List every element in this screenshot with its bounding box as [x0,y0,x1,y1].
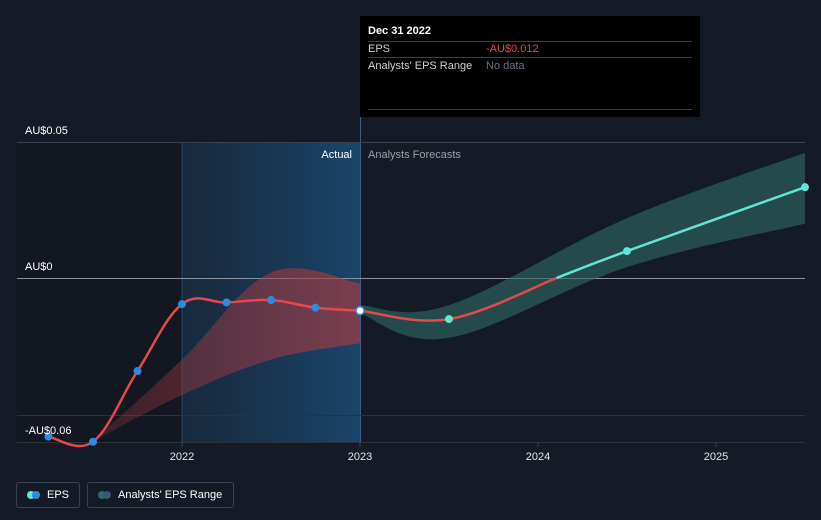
eps-point-forecast [801,183,809,192]
eps-point-current [355,305,365,316]
eps-point-actual [222,298,231,307]
legend-eps-label: EPS [46,489,69,501]
eps-point-actual [89,437,97,446]
eps-point-actual [44,432,53,441]
eps-point-forecast [623,247,631,256]
tooltip: Dec 31 2022 EPS -AU$0.012 Analysts' EPS … [360,16,700,117]
y-label-zero: AU$0 [25,261,53,273]
y-label-bottom: -AU$0.06 [25,425,71,437]
tooltip-eps-value: -AU$0.012 [486,43,539,55]
eps-line-forecast-positive [556,186,806,280]
actual-marker-label: Actual [321,149,352,161]
eps-point-actual [311,303,320,312]
tooltip-date: Dec 31 2022 [368,25,431,37]
legend-eps-swatch [27,491,41,499]
eps-point-actual [178,300,186,309]
tooltip-range-value: No data [486,60,525,72]
y-label-top: AU$0.05 [25,125,68,137]
tooltip-divider [368,109,692,110]
range-band-forecast [360,152,805,340]
x-tick-label: 2025 [704,451,728,463]
range-band-past [93,268,360,442]
legend-eps-range[interactable]: Analysts' EPS Range [87,482,234,508]
eps-point-actual [267,296,275,305]
x-tick-label: 2023 [348,451,372,463]
legend-range-swatch [98,491,112,499]
tooltip-range-label: Analysts' EPS Range [368,60,473,72]
legend-eps[interactable]: EPS [16,482,80,508]
tooltip-eps-label: EPS [368,43,391,55]
eps-point-actual [133,367,142,376]
x-ticks: 2022 2023 2024 2025 [170,442,728,463]
legend-range-label: Analysts' EPS Range [118,489,223,501]
eps-points [44,183,809,446]
tooltip-divider [368,41,692,42]
tooltip-divider [368,57,692,58]
x-tick-label: 2024 [526,451,550,463]
x-tick-label: 2022 [170,451,194,463]
eps-line-actual [48,297,361,448]
forecast-marker-label: Analysts Forecasts [368,149,461,161]
eps-point-forecast [445,315,453,324]
